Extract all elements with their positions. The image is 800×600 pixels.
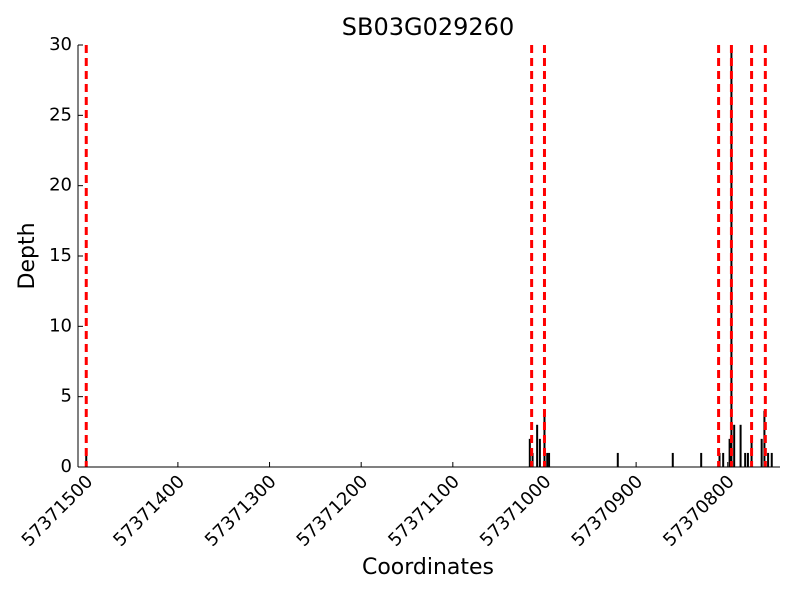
bar — [85, 452, 88, 467]
bar — [616, 452, 619, 467]
bar — [767, 452, 770, 467]
y-axis-label: Depth — [15, 222, 40, 289]
bar — [744, 452, 747, 467]
bar — [546, 452, 549, 467]
x-tick-label: 57370900 — [568, 471, 648, 551]
x-tick-label: 57371500 — [18, 471, 98, 551]
bar — [700, 452, 703, 467]
bar — [770, 452, 773, 467]
bar — [548, 452, 551, 467]
x-tick-label: 57371200 — [293, 471, 373, 551]
bar — [722, 452, 725, 467]
x-tick-label: 57371300 — [201, 471, 281, 551]
y-tick-label: 25 — [49, 104, 72, 125]
x-tick-label: 57370800 — [659, 471, 739, 551]
bar — [671, 452, 674, 467]
bar — [528, 438, 531, 467]
y-tick-label: 0 — [61, 456, 72, 477]
x-axis-label: Coordinates — [362, 555, 494, 580]
x-tick-label: 57371100 — [384, 471, 464, 551]
bar — [746, 452, 749, 467]
bar — [531, 452, 534, 467]
bar — [538, 438, 541, 467]
bar — [728, 438, 731, 467]
bar — [718, 452, 721, 467]
y-tick-label: 10 — [49, 315, 72, 336]
y-tick-label: 15 — [49, 245, 72, 266]
bar — [536, 424, 539, 467]
bar — [760, 438, 763, 467]
bar — [733, 424, 736, 467]
bar — [739, 424, 742, 467]
y-tick-label: 20 — [49, 175, 72, 196]
chart-title: SB03G029260 — [342, 13, 514, 41]
x-tick-label: 57371000 — [476, 471, 556, 551]
x-tick-label: 57371400 — [109, 471, 189, 551]
y-tick-label: 5 — [61, 386, 72, 407]
y-tick-label: 30 — [49, 34, 72, 55]
